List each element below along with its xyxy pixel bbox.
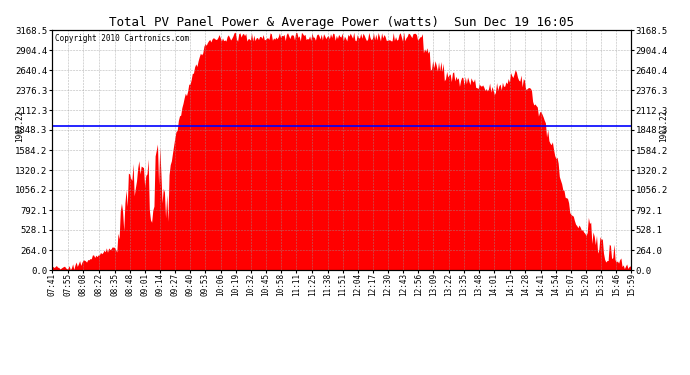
Text: 1907.22: 1907.22: [15, 110, 24, 142]
Text: 1907.22: 1907.22: [659, 110, 668, 142]
Title: Total PV Panel Power & Average Power (watts)  Sun Dec 19 16:05: Total PV Panel Power & Average Power (wa…: [109, 16, 574, 29]
Text: Copyright 2010 Cartronics.com: Copyright 2010 Cartronics.com: [55, 34, 189, 43]
